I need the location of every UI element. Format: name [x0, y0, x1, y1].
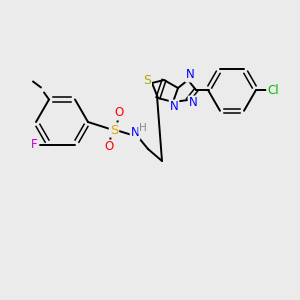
Text: O: O [104, 140, 114, 154]
Text: H: H [139, 123, 147, 133]
Text: N: N [169, 100, 178, 113]
Text: N: N [189, 97, 197, 110]
Text: N: N [130, 127, 140, 140]
Text: S: S [110, 124, 118, 136]
Text: O: O [114, 106, 124, 119]
Text: Cl: Cl [267, 83, 279, 97]
Text: S: S [143, 74, 151, 88]
Text: N: N [186, 68, 194, 82]
Text: F: F [31, 138, 37, 151]
